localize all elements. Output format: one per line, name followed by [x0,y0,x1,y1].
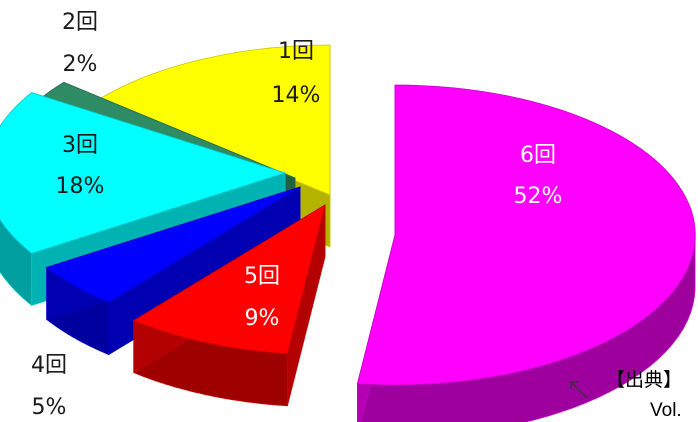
slice-value-3: 18% [56,174,105,199]
slice-value-1: 14% [272,83,321,108]
slice-label-2: 2回 [62,10,98,35]
slice-label-4: 4回 [31,353,67,378]
slice-value-6: 52% [514,184,563,209]
pie-slice-5 [132,204,326,407]
slice-value-4: 5% [32,395,67,420]
pie-slice-6 [356,84,696,422]
source-note-line2: Vol. [650,400,682,421]
pie-slices [0,44,696,422]
pie-labels: 1回 14% 2回 2% 3回 18% 4回 5% 5回 9% 6回 52% [31,10,562,420]
arrow-head-icon [570,381,578,389]
slice-label-1: 1回 [278,39,314,64]
source-note-line1: 【出典】 [606,369,682,391]
arrow-icon [571,382,588,399]
slice-label-6: 6回 [520,143,556,168]
slice-label-5: 5回 [244,264,280,289]
slice-label-3: 3回 [62,133,98,158]
slice-value-2: 2% [63,52,98,77]
slice-value-5: 9% [245,306,280,331]
